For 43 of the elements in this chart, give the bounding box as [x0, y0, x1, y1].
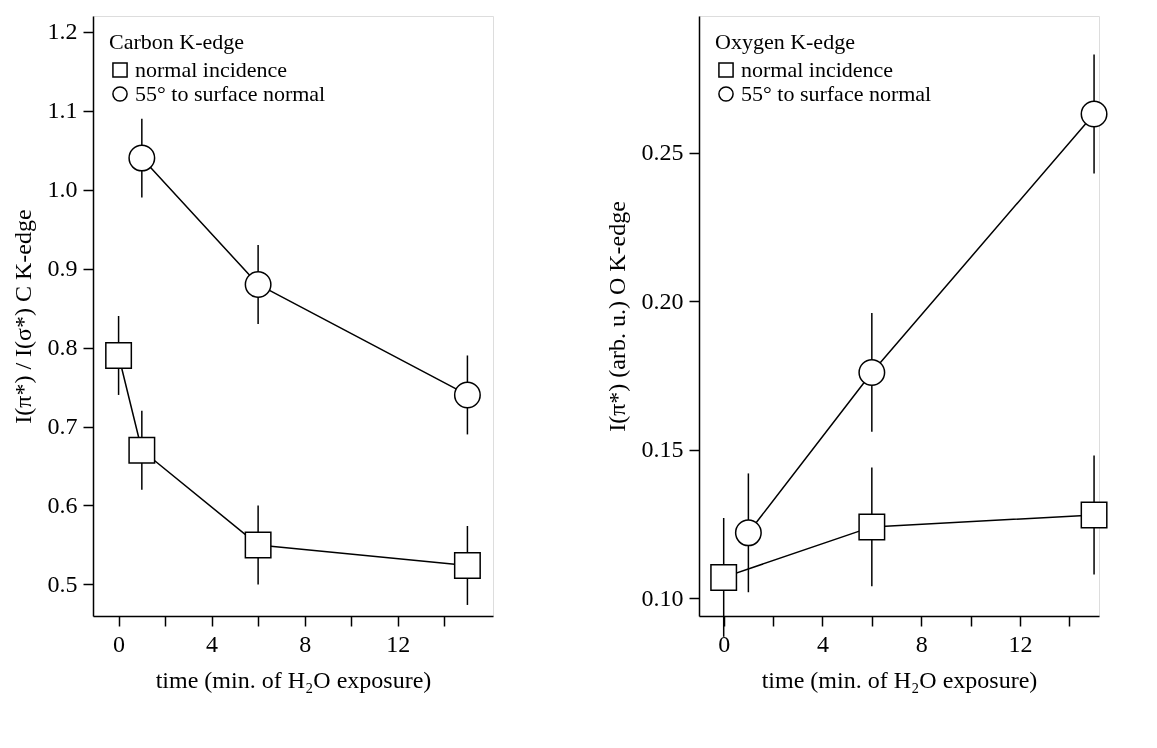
point	[1080, 501, 1108, 529]
x-tick-label: 8	[915, 630, 928, 657]
x-tick-label: 4	[206, 630, 219, 657]
point	[453, 381, 481, 409]
x-tick-label: 0	[113, 630, 126, 657]
x-tick-label: 8	[299, 630, 312, 657]
x-axis-title: time (min. of H₂O exposure)	[155, 666, 432, 693]
y-tick-label: 0.5	[47, 570, 78, 597]
x-axis-title: time (min. of H₂O exposure)	[761, 666, 1038, 693]
point	[858, 358, 886, 386]
y-tick-label: 1.1	[47, 97, 78, 124]
y-tick-label: 0.10	[641, 584, 684, 611]
legend-label: 55° to surface normal	[741, 81, 932, 106]
y-tick-label: 1.2	[47, 18, 78, 45]
point	[858, 513, 886, 541]
y-tick-label: 0.20	[641, 287, 684, 314]
y-tick-label: 1.0	[47, 176, 78, 203]
point	[244, 270, 272, 298]
y-axis-title: I(π*) / I(σ*) C K-edge	[9, 209, 36, 424]
y-tick-label: 0.7	[47, 413, 78, 440]
legend-label: normal incidence	[741, 57, 894, 82]
y-tick-label: 0.8	[47, 334, 78, 361]
point	[734, 519, 762, 547]
y-tick-label: 0.6	[47, 491, 78, 518]
y-tick-label: 0.9	[47, 255, 78, 282]
y-tick-label: 0.15	[641, 436, 684, 463]
point	[710, 563, 738, 591]
legend-title: Carbon K-edge	[109, 29, 245, 54]
x-tick-label: 12	[386, 630, 411, 657]
legend-label: normal incidence	[135, 57, 288, 82]
point	[105, 341, 133, 369]
legend-title: Oxygen K-edge	[715, 29, 855, 54]
point	[453, 551, 481, 579]
y-axis-title: I(π*) (arb. u.) O K-edge	[603, 201, 630, 432]
point	[244, 531, 272, 559]
x-tick-label: 12	[1008, 630, 1033, 657]
point	[1080, 100, 1108, 128]
x-tick-label: 4	[816, 630, 829, 657]
legend-label: 55° to surface normal	[135, 81, 326, 106]
y-tick-label: 0.25	[641, 139, 684, 166]
point	[128, 436, 156, 464]
x-tick-label: 0	[718, 630, 731, 657]
point	[128, 144, 156, 172]
